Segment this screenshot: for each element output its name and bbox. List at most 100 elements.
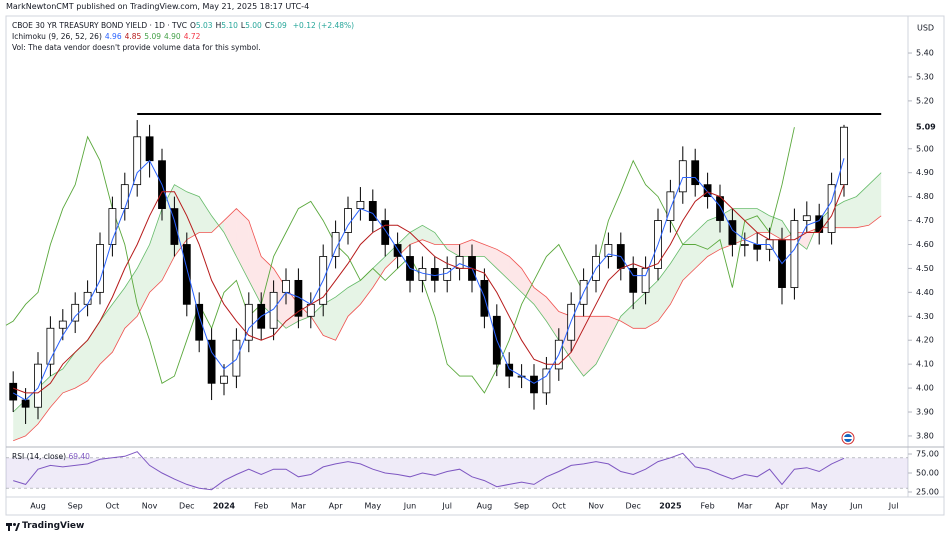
cloud-segment	[534, 287, 547, 322]
candle-body	[195, 303, 204, 341]
plot-area	[6, 113, 882, 442]
ichimoku-value: 4.96	[104, 32, 122, 41]
y-tick-label: 4.20	[916, 336, 934, 345]
rsi-tick-label: 50.00	[916, 469, 939, 478]
cloud-segment	[62, 352, 76, 393]
candle-body	[393, 244, 402, 257]
cloud-segment	[757, 208, 770, 233]
candle-body	[790, 220, 799, 288]
change: +0.12 (+2.48%)	[292, 21, 355, 30]
x-tick-label: Oct	[105, 502, 119, 511]
candle-body	[827, 184, 836, 233]
candle-body	[83, 291, 92, 305]
cloud-segment	[236, 208, 249, 281]
rsi-legend: RSI (14, close) 69.40	[12, 452, 90, 461]
y-tick-label: 5.40	[916, 49, 934, 58]
cloud-segment	[509, 256, 522, 293]
candle-body	[244, 303, 253, 341]
candle-body	[381, 220, 390, 245]
x-tick-label: Jul	[888, 502, 899, 511]
candle-body	[120, 184, 129, 209]
candle-body	[716, 196, 724, 221]
x-tick-label: Dec	[179, 502, 194, 511]
x-tick-label: Jun	[403, 502, 417, 511]
y-tick-label: 4.10	[916, 360, 934, 369]
cloud-segment	[868, 172, 882, 226]
candle-body	[443, 268, 452, 281]
rsi-label: RSI (14, close)	[12, 452, 67, 461]
flag-icon	[841, 431, 855, 445]
candle-body	[21, 399, 30, 408]
rsi-tick-label: 25.00	[916, 487, 939, 496]
cloud-segment	[484, 244, 497, 269]
base-line	[13, 184, 845, 394]
candle-body	[182, 244, 191, 305]
x-tick-label: Dec	[625, 502, 640, 511]
x-tick-label: 2024	[213, 502, 236, 511]
y-tick-label: 4.80	[916, 192, 934, 201]
x-tick-label: Aug	[30, 502, 46, 511]
candle-body	[207, 339, 216, 384]
y-tick-label: 4.30	[916, 312, 934, 321]
last-price-label: 5.09	[916, 123, 936, 132]
y-tick-label: 4.00	[916, 384, 934, 393]
cloud-segment	[137, 244, 150, 317]
candle-body	[604, 244, 613, 257]
x-tick-label: Nov	[588, 502, 604, 511]
candle-body	[34, 363, 42, 408]
ichimoku-value: 5.09	[144, 32, 161, 41]
cloud-segment	[323, 297, 336, 341]
ichimoku-value: 4.85	[124, 32, 142, 41]
y-tick-label: 4.90	[916, 168, 934, 177]
candle-body	[368, 201, 377, 221]
publish-info: MarkNewtonCMT published on TradingView.c…	[6, 2, 310, 11]
candle-body	[641, 268, 650, 293]
x-tick-label: Jun	[849, 502, 863, 511]
candle-body	[430, 268, 439, 281]
brand: TradingView	[22, 521, 85, 531]
cloud-segment	[224, 208, 237, 257]
candle-body	[691, 160, 700, 186]
candle-body	[170, 208, 179, 245]
candle-body	[282, 279, 290, 293]
rsi-line	[13, 451, 845, 491]
candle-body	[666, 191, 675, 221]
legend: CBOE 30 YR TREASURY BOND YIELD · 1D · TV…	[12, 20, 357, 53]
ohlc-key: C	[264, 21, 271, 30]
cloud-segment	[199, 196, 212, 233]
candle-body	[133, 136, 142, 186]
conversion-line	[12, 158, 845, 401]
rsi-value: 69.40	[68, 452, 90, 461]
candle-body	[71, 303, 80, 322]
x-tick-label: Jul	[441, 502, 452, 511]
cloud-segment	[372, 256, 386, 288]
cloud-segment	[348, 280, 361, 317]
cloud-segment	[100, 304, 113, 365]
cloud-segment	[248, 220, 262, 305]
cloud-segment	[112, 287, 125, 353]
candle-body	[9, 382, 18, 401]
ohlc-value: 5.10	[221, 21, 238, 30]
ohlc-value: 5.00	[245, 21, 262, 30]
cloud-segment	[422, 225, 435, 245]
y-tick-label: 5.30	[916, 72, 934, 81]
cloud-segment	[459, 239, 472, 257]
cloud-segment	[707, 215, 720, 257]
x-tick-label: Sep	[514, 502, 529, 511]
x-tick-label: Mar	[737, 502, 753, 511]
candle-body	[840, 126, 848, 186]
volume-note: Vol: The data vendor doesn't provide vol…	[12, 43, 261, 52]
candle-body	[703, 184, 712, 198]
candle-body	[331, 232, 340, 257]
candle-body	[418, 268, 427, 281]
y-tick-label: 5.00	[916, 144, 934, 153]
rsi-tick-label: 75.00	[916, 450, 939, 459]
x-tick-label: May	[811, 502, 828, 511]
cloud-segment	[13, 400, 26, 441]
tv-logo	[6, 523, 20, 531]
cloud-segment	[335, 287, 348, 341]
y-tick-label: 4.60	[916, 240, 934, 249]
ohlc-key: L	[240, 21, 246, 30]
